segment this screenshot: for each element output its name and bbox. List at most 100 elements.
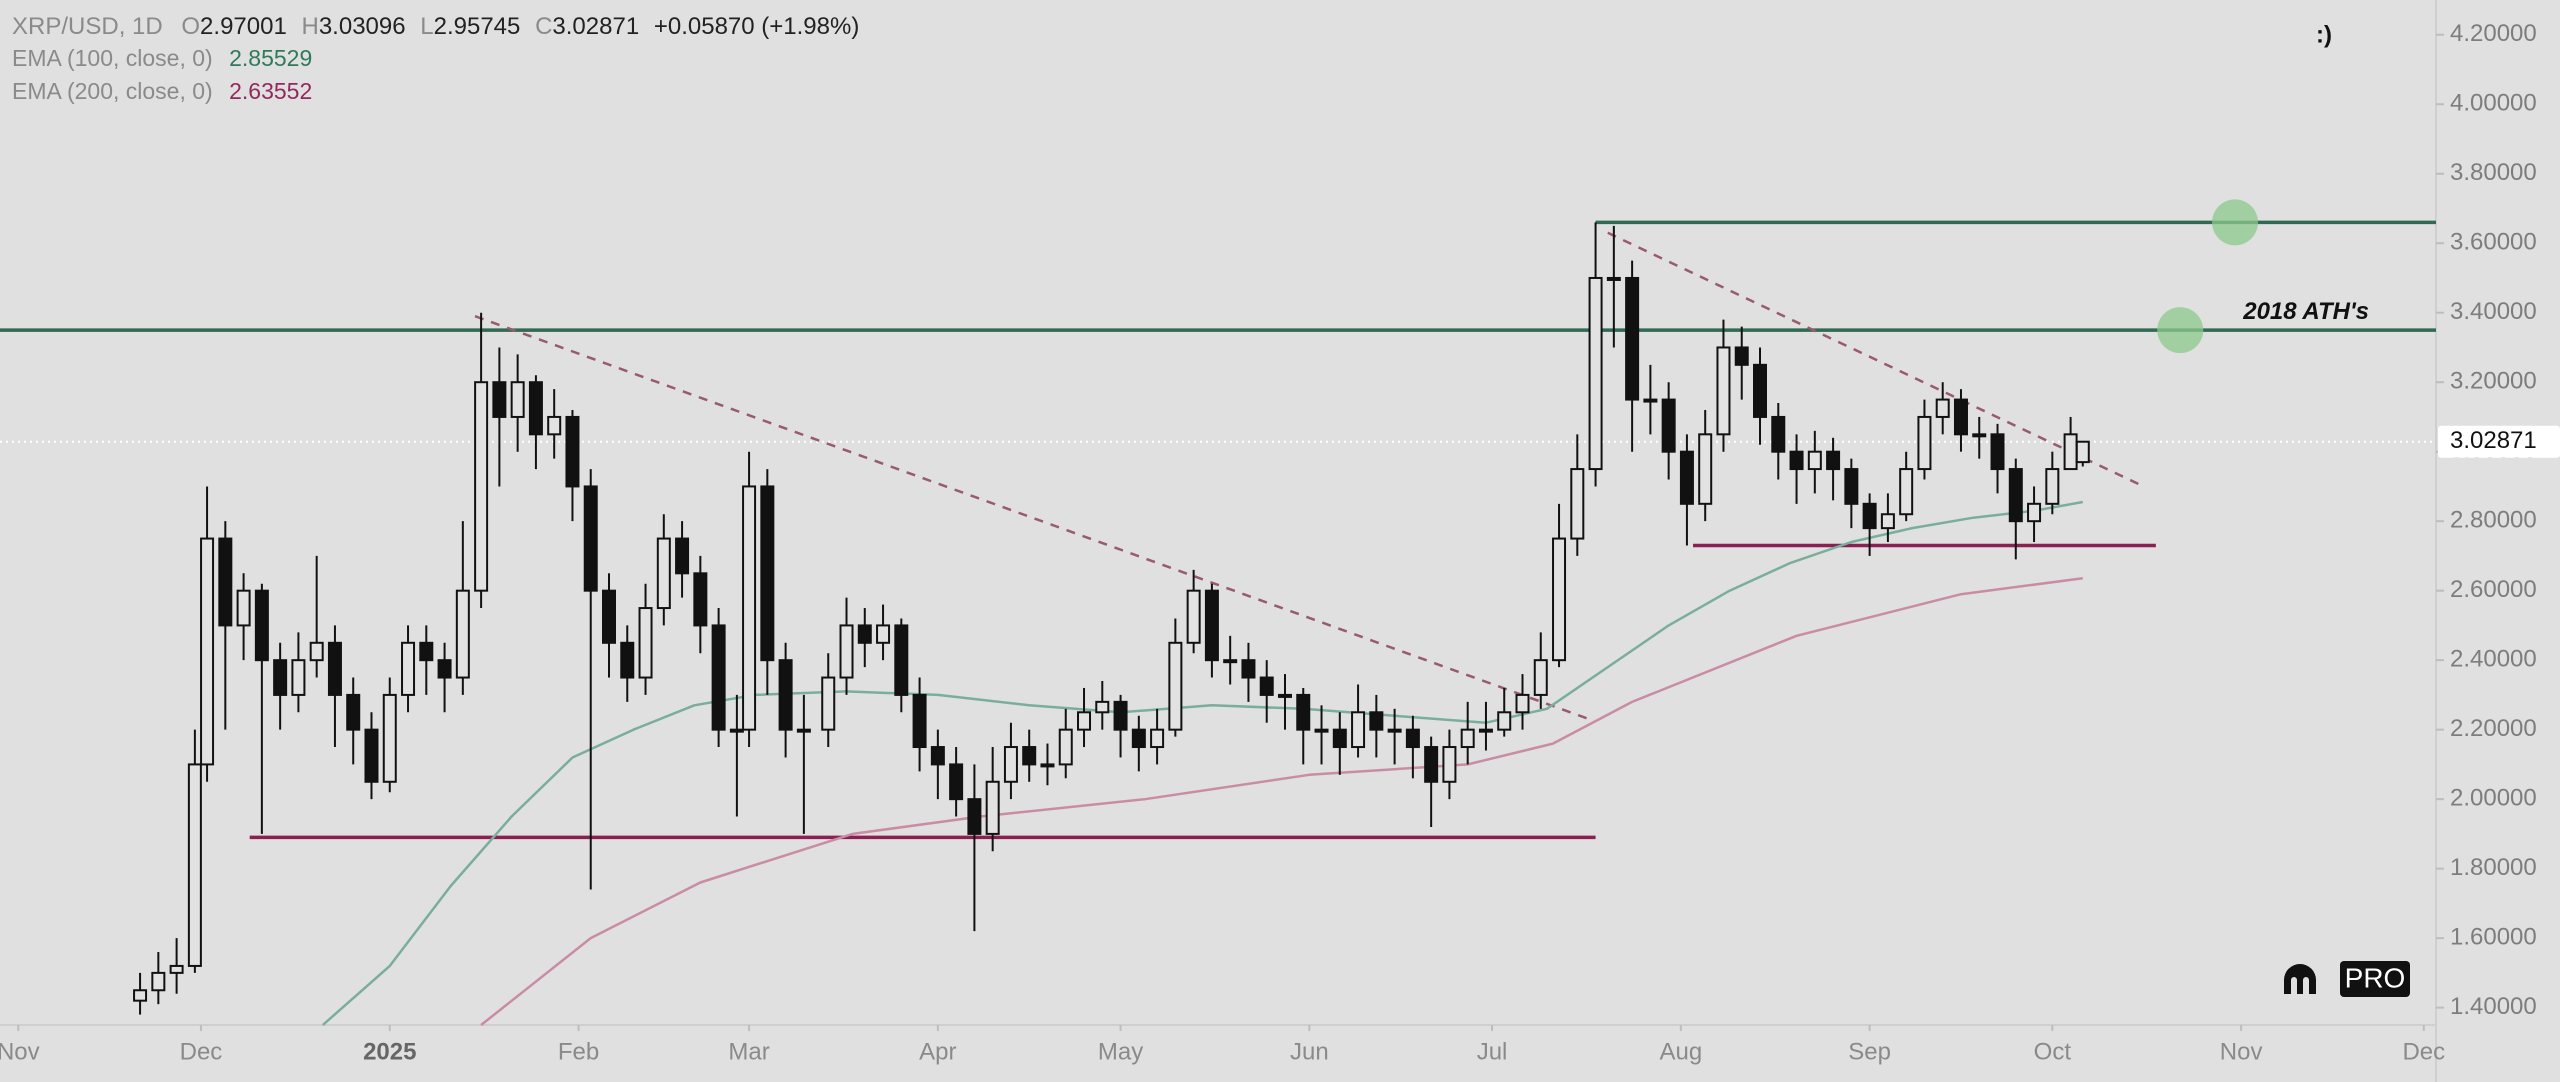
candle-body xyxy=(1953,398,1968,436)
candle-body xyxy=(1734,346,1749,366)
candle-body xyxy=(1880,513,1895,530)
y-tick-label: 2.80000 xyxy=(2450,507,2537,534)
candle-body xyxy=(1003,746,1018,783)
candle-body xyxy=(2027,502,2042,523)
candle-body xyxy=(1844,468,1859,505)
candle-body xyxy=(729,728,744,733)
candle-body xyxy=(1789,450,1804,471)
candle-body xyxy=(1826,450,1841,471)
legend-name: EMA (200, close, 0) xyxy=(12,78,213,104)
change: +0.05870 (+1.98%) xyxy=(654,13,860,40)
x-tick-label: Mar xyxy=(728,1038,769,1065)
candle-body xyxy=(985,780,1000,835)
candle-body xyxy=(1168,641,1183,731)
candle-body xyxy=(1460,728,1475,749)
x-tick-label: Sep xyxy=(1848,1038,1891,1065)
candle-body xyxy=(656,537,671,610)
y-tick-label: 1.80000 xyxy=(2450,854,2537,881)
candle-body xyxy=(638,607,653,679)
candle-body xyxy=(346,693,361,731)
x-tick-label: Oct xyxy=(2034,1038,2072,1065)
candle-body xyxy=(1643,398,1658,403)
candle-body xyxy=(1058,728,1073,766)
candle-body xyxy=(796,728,811,733)
candle-body xyxy=(1186,589,1201,644)
brand-text: PRO xyxy=(2345,962,2406,993)
candle-body xyxy=(821,676,836,731)
ohlc-label: H xyxy=(301,13,318,40)
candle-body xyxy=(419,641,434,662)
y-tick-label: 2.60000 xyxy=(2450,576,2537,603)
candle-body xyxy=(876,624,891,644)
candle-body xyxy=(1716,346,1731,436)
candle-body xyxy=(1899,468,1914,516)
candle-body xyxy=(1314,728,1329,733)
candle-body xyxy=(1588,276,1603,471)
ohlc-value: 2.95745 xyxy=(434,13,521,40)
candle-body xyxy=(273,659,288,696)
candle-body xyxy=(1223,659,1238,664)
x-tick-label: Jul xyxy=(1477,1038,1508,1065)
ohlc-value: 3.03096 xyxy=(319,13,406,40)
candle-body xyxy=(1698,433,1713,505)
candle-body xyxy=(1332,728,1347,749)
candle-body xyxy=(364,728,379,783)
ohlc-label: O xyxy=(181,13,200,40)
candle-body xyxy=(583,485,598,592)
candle-body xyxy=(218,537,233,627)
candle-body xyxy=(949,763,964,801)
y-tick-label: 2.20000 xyxy=(2450,715,2537,742)
candle-body xyxy=(742,485,757,731)
candle-body xyxy=(474,381,489,592)
y-tick-label: 3.80000 xyxy=(2450,159,2537,186)
candle-body xyxy=(187,763,202,967)
candle-body xyxy=(1424,746,1439,783)
brand-badge xyxy=(2340,961,2410,997)
candle-body xyxy=(1022,746,1037,766)
y-tick-label: 4.20000 xyxy=(2450,20,2537,47)
candle-body xyxy=(967,798,982,835)
y-tick-label: 2.40000 xyxy=(2450,646,2537,673)
x-tick-label: Aug xyxy=(1659,1038,1702,1065)
candle-body xyxy=(1405,728,1420,749)
candle-body xyxy=(1552,537,1567,662)
candle-body xyxy=(1606,276,1621,281)
ema-legend: EMA (200, close, 0) 2.63552 xyxy=(12,78,312,104)
candle-body xyxy=(1990,433,2005,471)
x-tick-label: Nov xyxy=(2220,1038,2263,1065)
candle-body xyxy=(1533,659,1548,696)
candle-body xyxy=(930,746,945,766)
candle-body xyxy=(1570,468,1585,540)
candle-body xyxy=(1077,711,1092,731)
candle-body xyxy=(1972,433,1987,438)
candle-body xyxy=(528,381,543,436)
candle-body xyxy=(1478,728,1493,733)
x-tick-label: May xyxy=(1098,1038,1143,1065)
x-tick-label: Jun xyxy=(1290,1038,1329,1065)
current-price-box xyxy=(2438,425,2560,458)
candle-body xyxy=(401,641,416,696)
candle-body xyxy=(693,572,708,627)
candle-body xyxy=(1625,276,1640,401)
y-tick-label: 3.60000 xyxy=(2450,229,2537,256)
candle-body xyxy=(510,381,525,418)
legend: XRP/USD, 1D O2.97001 H3.03096 L2.95745 C… xyxy=(12,13,859,104)
x-tick-label: 2025 xyxy=(363,1038,416,1065)
candle-body xyxy=(1753,363,1768,418)
candle-body xyxy=(1131,728,1146,749)
candle-body xyxy=(1935,398,1950,418)
current-price-label: 3.02871 xyxy=(2450,427,2537,454)
y-tick-label: 1.40000 xyxy=(2450,993,2537,1020)
candle-body xyxy=(2075,440,2090,464)
candle-body xyxy=(1095,700,1110,714)
candle-body xyxy=(1259,676,1274,696)
candle-body xyxy=(254,589,269,662)
overlay: :) PRO xyxy=(2284,21,2410,997)
candle-body xyxy=(133,989,148,1002)
y-tick-label: 3.20000 xyxy=(2450,368,2537,395)
candle-body xyxy=(602,589,616,644)
symbol-header: XRP/USD, 1D O2.97001 H3.03096 L2.95745 C… xyxy=(12,13,859,40)
candle-body xyxy=(620,641,635,679)
candle-body xyxy=(675,537,690,575)
